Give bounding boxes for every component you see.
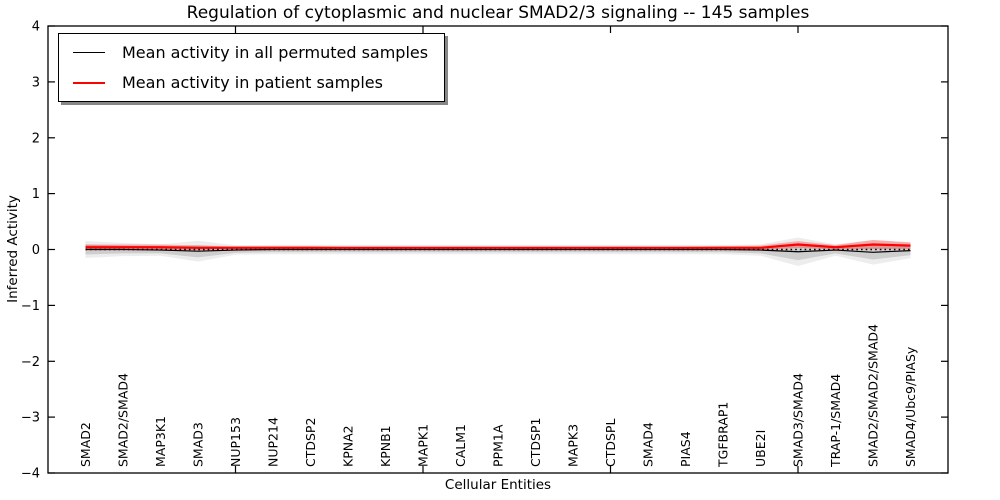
category-label: CTDSP2 <box>303 418 318 467</box>
category-label: PIAS4 <box>678 431 693 467</box>
category-label: MAPK1 <box>416 424 431 467</box>
y-tick-label: 2 <box>32 131 40 146</box>
y-tick-label: −1 <box>21 299 40 314</box>
y-tick-label: 0 <box>32 243 40 258</box>
band-permuted-samples-std-outer <box>85 237 911 266</box>
legend-line-sample-permuted <box>73 51 105 54</box>
category-label: KPNB1 <box>378 425 393 467</box>
y-tick-label: −3 <box>21 411 40 426</box>
category-label: TRAP-1/SMAD4 <box>828 374 843 468</box>
category-label: CTDSP1 <box>528 418 543 467</box>
category-label: MAP3K1 <box>153 416 168 467</box>
legend: Mean activity in all permuted samples Me… <box>58 33 446 102</box>
chart-title: Regulation of cytoplasmic and nuclear SM… <box>186 3 810 23</box>
series-line-permuted <box>85 248 911 253</box>
category-label: SMAD4/Ubc9/PIASy <box>903 346 918 467</box>
category-label: SMAD2/SMAD2/SMAD4 <box>866 324 881 467</box>
legend-line-sample-patient <box>73 81 105 84</box>
category-label: MAPK3 <box>566 424 581 467</box>
legend-label-patient: Mean activity in patient samples <box>122 73 383 92</box>
category-label: UBE2I <box>753 430 768 467</box>
category-label: CALM1 <box>453 424 468 467</box>
category-label: SMAD2/SMAD4 <box>116 373 131 467</box>
y-tick-label: 1 <box>32 187 40 202</box>
category-label: NUP153 <box>228 417 243 467</box>
category-label: SMAD3/SMAD4 <box>791 373 806 467</box>
y-tick-label: −2 <box>21 355 40 370</box>
category-label: KPNA2 <box>341 425 356 467</box>
y-axis-label: Inferred Activity <box>5 195 21 303</box>
series-line-patient <box>85 243 911 249</box>
y-tick-label: −4 <box>21 467 40 482</box>
category-label: NUP214 <box>266 417 281 467</box>
legend-entry-patient: Mean activity in patient samples <box>73 73 428 92</box>
category-label: CTDSPL <box>603 419 618 467</box>
category-label: SMAD4 <box>641 422 656 467</box>
category-label: SMAD2 <box>78 422 93 467</box>
x-axis-label: Cellular Entities <box>444 477 552 493</box>
category-label: TGFBRAP1 <box>716 402 731 468</box>
legend-entry-permuted: Mean activity in all permuted samples <box>73 43 428 62</box>
category-label: PPM1A <box>491 424 506 467</box>
y-tick-label: 4 <box>32 20 40 35</box>
y-tick-label: 3 <box>32 75 40 90</box>
legend-label-permuted: Mean activity in all permuted samples <box>122 43 429 62</box>
category-label: SMAD3 <box>191 422 206 467</box>
